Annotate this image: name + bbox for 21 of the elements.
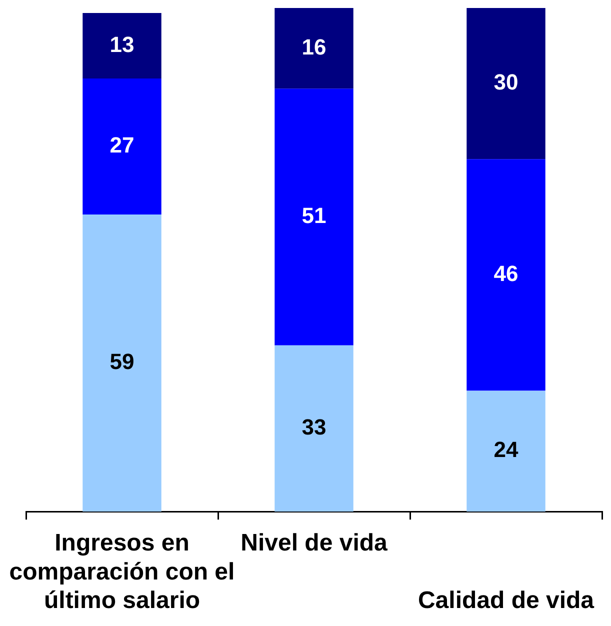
- bar: [82, 13, 162, 79]
- bar: [82, 214, 162, 512]
- bar: [274, 88, 354, 346]
- x-tick-label: Ingresos en comparación con el último salario: [9, 530, 235, 614]
- data-label: 16: [302, 34, 326, 60]
- x-tick-label: Calidad de vida: [418, 587, 595, 614]
- bar: [466, 159, 546, 391]
- data-label: 59: [110, 349, 134, 374]
- data-label: 51: [302, 203, 326, 228]
- data-label: 46: [494, 260, 518, 286]
- bar: [466, 8, 546, 160]
- data-label: 13: [110, 32, 134, 57]
- bar: [82, 78, 162, 214]
- data-label: 27: [110, 132, 134, 158]
- data-label: 24: [494, 437, 519, 462]
- data-label: 30: [494, 70, 518, 95]
- x-tick-label: Nivel de vida: [240, 530, 388, 557]
- bar: [274, 345, 354, 512]
- bar: [274, 8, 354, 89]
- data-label: 33: [302, 414, 326, 440]
- bar: [466, 390, 546, 512]
